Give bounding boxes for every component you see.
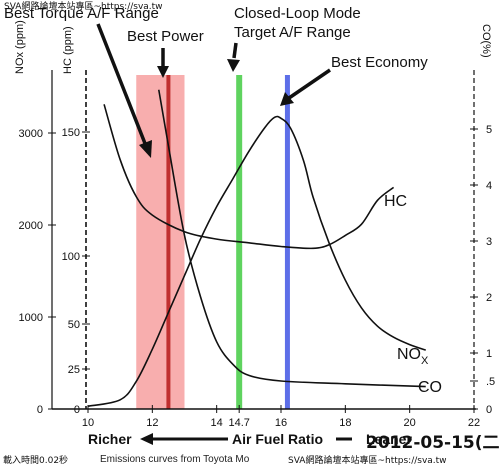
x-label-richer: Richer xyxy=(88,431,132,447)
date-stamp: 2012-05-15(二) xyxy=(366,433,500,453)
curve-label-hc: HC xyxy=(384,193,407,210)
annotation-best-torque: Best Torque A/F Range xyxy=(4,5,159,22)
series-line-nox xyxy=(87,115,427,408)
hc-tick-label: 100 xyxy=(62,251,80,263)
arrowhead-closed-loop xyxy=(227,59,240,72)
hc-tick-label: 150 xyxy=(62,127,80,139)
x-tick-label: 22 xyxy=(468,417,480,429)
nox-tick-label: 1000 xyxy=(19,312,43,324)
co-tick-label: 3 xyxy=(486,236,492,248)
co-tick-label: 1 xyxy=(486,348,492,360)
x-tick-label: 14 xyxy=(211,417,223,429)
series-line-hc xyxy=(103,104,395,250)
x-tick-label: 16 xyxy=(275,417,287,429)
annotation-closed-loop-line1: Closed-Loop Mode xyxy=(234,5,361,22)
watermark-left: 載入時間0.02秒 xyxy=(3,454,68,466)
nox-tick-label: 2000 xyxy=(19,220,43,232)
x-axis-title: Air Fuel Ratio xyxy=(232,431,323,447)
arrow-best-economy xyxy=(288,68,331,100)
band-best-economy xyxy=(284,75,290,409)
x-tick-label: 18 xyxy=(339,417,351,429)
annotation-closed-loop-line2: Target A/F Range xyxy=(234,24,351,41)
hc-tick-label: 0 xyxy=(74,404,80,416)
band-best-power xyxy=(166,75,171,409)
band-best-torque xyxy=(136,75,185,409)
curves xyxy=(87,89,427,408)
arrow-closed-loop xyxy=(232,42,238,59)
annotation-best-power: Best Power xyxy=(127,28,204,45)
watermark-bottom: SVA網路論壇本站專區~https://sva.tw xyxy=(288,454,447,466)
co-tick-label: 2 xyxy=(486,292,492,304)
annotation-arrows xyxy=(96,23,331,158)
x-tick-label: 14.7 xyxy=(228,417,249,429)
x-tick-label: 12 xyxy=(146,417,158,429)
x-arrow-left-head xyxy=(140,433,153,445)
nox-tick-label: 0 xyxy=(37,404,43,416)
x-direction-arrow xyxy=(140,433,352,445)
hc-tick-label: 50 xyxy=(68,319,80,331)
co-tick-label: .5 xyxy=(486,376,495,388)
arrowhead-best-torque xyxy=(139,140,152,158)
arrow-best-torque xyxy=(96,23,148,147)
nox-tick-label: 3000 xyxy=(19,128,43,140)
hc-tick-label: 25 xyxy=(68,364,80,376)
annotation-best-economy: Best Economy xyxy=(331,54,428,71)
arrowhead-best-power xyxy=(157,66,169,78)
curve-label-co: CO xyxy=(418,379,442,396)
co-tick-label: 4 xyxy=(486,180,492,192)
axes xyxy=(48,70,478,413)
co-tick-label: 0 xyxy=(486,404,492,416)
x-tick-label: 20 xyxy=(404,417,416,429)
x-label-leaner: Leaner xyxy=(366,431,412,447)
curve-label-nox: NOX xyxy=(397,346,429,367)
co-axis-unit: CO(%) xyxy=(480,24,492,58)
nox-axis-unit: NOx (ppm) xyxy=(14,20,26,74)
hc-axis-unit: HC (ppm) xyxy=(62,26,74,74)
watermark-top: SVA網路論壇本站專區~https://sva.tw xyxy=(4,0,163,12)
co-tick-label: 5 xyxy=(486,124,492,136)
x-tick-label: 10 xyxy=(82,417,94,429)
figure-caption: Emissions curves from Toyota Mo xyxy=(100,454,250,465)
arrowhead-best-economy xyxy=(280,92,294,106)
series-line-co xyxy=(157,89,426,388)
